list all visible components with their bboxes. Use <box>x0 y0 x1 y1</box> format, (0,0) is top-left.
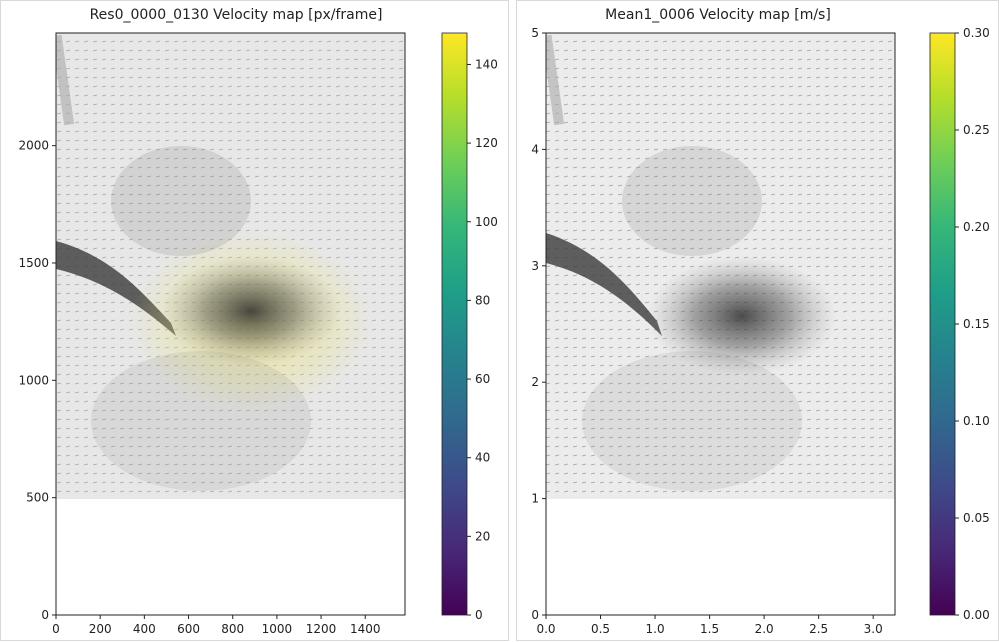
right-colorbar-tick-label: 0.25 <box>963 123 990 137</box>
left-colorbar <box>441 32 468 616</box>
left-chart-panel: Res0_0000_0130 Velocity map [px/frame] 0… <box>0 0 509 641</box>
right-chart-title: Mean1_0006 Velocity map [m/s] <box>605 7 831 23</box>
right-colorbar <box>929 32 956 616</box>
right-colorbar-tick-label: 0.20 <box>963 220 990 234</box>
right-x-tick-label: 0.0 <box>536 622 555 636</box>
right-colorbar-tick-label: 0.15 <box>963 317 990 331</box>
left-chart-title: Res0_0000_0130 Velocity map [px/frame] <box>90 7 383 23</box>
right-velocity-map: Mean1_0006 Velocity map [m/s] 0.0 0.5 1.0 1… <box>531 7 990 636</box>
left-x-tick-label: 1200 <box>306 622 337 636</box>
left-x-tick-label: 600 <box>177 622 200 636</box>
left-colorbar-tick-label: 80 <box>475 293 490 307</box>
left-x-tick-label: 400 <box>133 622 156 636</box>
left-colorbar-tick-label: 100 <box>475 215 498 229</box>
right-axes-frame <box>545 32 896 616</box>
right-x-tick-label: 0.5 <box>591 622 610 636</box>
left-colorbar-tick-label: 60 <box>475 372 490 386</box>
left-x-tick-label: 200 <box>89 622 112 636</box>
right-y-tick-label: 4 <box>531 142 539 156</box>
right-x-tick-label: 2.5 <box>809 622 828 636</box>
right-colorbar-tick-label: 0.10 <box>963 414 990 428</box>
left-x-tick-label: 1000 <box>262 622 293 636</box>
left-colorbar-tick-label: 140 <box>475 57 498 71</box>
left-axes-frame <box>55 32 406 616</box>
right-y-tick-label: 2 <box>531 375 539 389</box>
left-y-tick-label: 0 <box>41 608 49 622</box>
left-colorbar-tick-label: 120 <box>475 136 498 150</box>
right-colorbar-tick-label: 0.30 <box>963 26 990 40</box>
right-colorbar-tick-label: 0.05 <box>963 511 990 525</box>
left-colorbar-tick-label: 0 <box>475 608 483 622</box>
right-y-tick-label: 1 <box>531 492 539 506</box>
right-colorbar-tick-label: 0.00 <box>963 608 990 622</box>
left-y-tick-label: 1000 <box>18 373 49 387</box>
left-velocity-map: Res0_0000_0130 Velocity map [px/frame] 0… <box>18 7 498 636</box>
left-colorbar-tick-label: 20 <box>475 529 490 543</box>
right-chart-panel: Mean1_0006 Velocity map [m/s] 0.0 0.5 1.0 1… <box>516 0 999 641</box>
right-y-tick-label: 0 <box>531 608 539 622</box>
right-y-tick-label: 5 <box>531 26 539 40</box>
left-y-tick-label: 2000 <box>18 139 49 153</box>
left-flow-image <box>56 33 405 499</box>
left-x-tick-label: 1400 <box>350 622 381 636</box>
right-x-tick-label: 2.0 <box>755 622 774 636</box>
left-y-tick-label: 500 <box>26 491 49 505</box>
right-x-tick-label: 3.0 <box>864 622 883 636</box>
left-colorbar-tick-label: 40 <box>475 451 490 465</box>
left-x-tick-label: 0 <box>52 622 60 636</box>
right-flow-image <box>546 33 895 499</box>
left-x-tick-label: 800 <box>221 622 244 636</box>
left-y-tick-label: 1500 <box>18 256 49 270</box>
right-y-tick-label: 3 <box>531 259 539 273</box>
right-x-tick-label: 1.0 <box>646 622 665 636</box>
right-x-tick-label: 1.5 <box>700 622 719 636</box>
